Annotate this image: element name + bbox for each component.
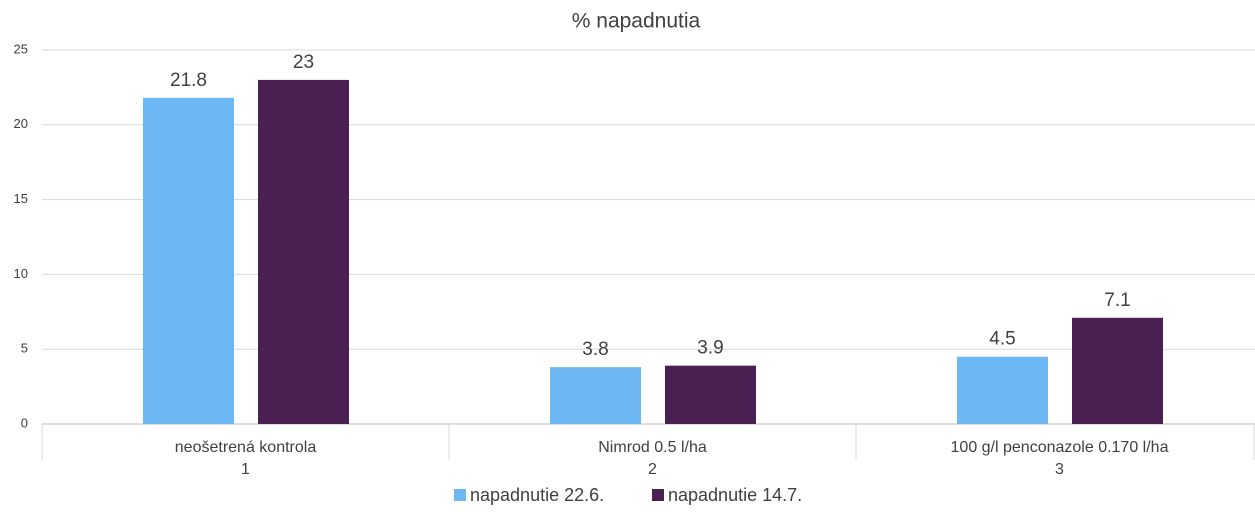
legend-label: napadnutie 22.6. xyxy=(470,485,604,505)
bar xyxy=(550,367,641,424)
x-tick-label: Nimrod 0.5 l/ha xyxy=(598,439,707,456)
x-group-label: 3 xyxy=(1055,461,1064,478)
y-tick-label: 0 xyxy=(21,415,28,430)
chart-title: % napadnutia xyxy=(572,10,701,33)
data-label: 3.9 xyxy=(697,338,723,359)
data-label: 7.1 xyxy=(1104,290,1130,311)
legend-label: napadnutie 14.7. xyxy=(668,485,802,505)
data-label: 4.5 xyxy=(989,329,1015,350)
bar xyxy=(1072,317,1163,424)
y-tick-label: 20 xyxy=(14,116,28,131)
bar xyxy=(143,97,234,424)
y-tick-label: 25 xyxy=(14,41,28,56)
legend-swatch xyxy=(652,489,664,501)
data-label: 3.8 xyxy=(582,339,608,360)
legend-swatch xyxy=(454,489,466,501)
x-group-label: 2 xyxy=(648,461,657,478)
y-tick-label: 10 xyxy=(14,266,28,281)
y-tick-label: 5 xyxy=(21,341,28,356)
y-tick-label: 15 xyxy=(14,191,28,206)
data-label: 23 xyxy=(293,52,314,73)
x-group-label: 1 xyxy=(241,461,250,478)
bar xyxy=(957,356,1048,424)
x-tick-label: neošetrená kontrola xyxy=(175,439,317,456)
data-label: 21.8 xyxy=(170,70,207,91)
x-tick-label: 100 g/l penconazole 0.170 l/ha xyxy=(951,439,1169,456)
bar xyxy=(258,79,349,425)
bar xyxy=(665,365,756,424)
